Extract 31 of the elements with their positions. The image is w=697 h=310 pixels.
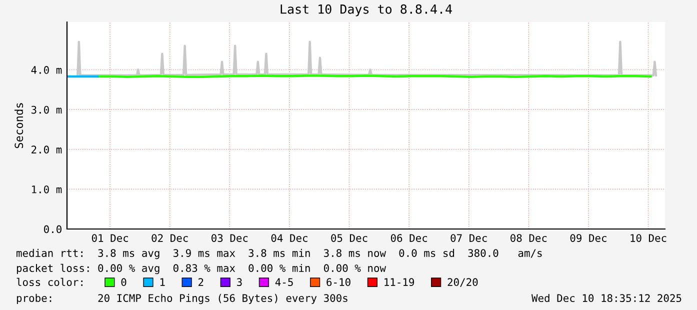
text: packet loss: 0.00 % avg 0.83 % max 0.00 % min 0.00 % now — [16, 264, 386, 274]
legend-label: 2 — [198, 278, 204, 286]
x-tick-label: 06 Dec — [390, 234, 428, 242]
y-tick-label: 2.0 m — [32, 146, 62, 154]
y-tick-label: 4.0 m — [31, 66, 62, 74]
x-tick-label: 01 Dec — [92, 234, 128, 242]
text: probe: 20 ICMP Echo Pings (56 Bytes) every 300s — [16, 294, 348, 304]
line-series — [76, 40, 658, 76]
legend-label: 1 — [160, 278, 165, 286]
legend-label: 0 — [121, 278, 126, 286]
y-axis-title: Seconds — [14, 103, 24, 148]
y-tick-label: 1.0 m — [32, 185, 62, 194]
y-tick-label: 0.0 — [44, 225, 62, 234]
x-tick-label: 05 Dec — [331, 234, 368, 242]
x-tick-label: 09 Dec — [570, 234, 606, 242]
text: Wed Dec 10 18:35:12 2025 — [531, 294, 682, 302]
x-tick-label: 08 Dec — [510, 234, 547, 242]
legend-title: loss color: — [16, 278, 82, 286]
x-tick-label: 02 Dec — [152, 234, 188, 242]
legend-label: 20/20 — [448, 278, 478, 287]
legend-label: 3 — [237, 278, 242, 286]
x-tick-label: 07 Dec — [450, 234, 487, 242]
x-tick-label: 03 Dec — [212, 234, 248, 242]
chart-title: Last 10 Days to 8.8.4.4 — [280, 4, 452, 16]
x-tick-label: 04 Dec — [271, 234, 308, 242]
x-tick-label: 10 Dec — [630, 234, 666, 242]
y-tick-label: 3.0 m — [31, 106, 62, 114]
legend-label: 11-19 — [384, 278, 414, 286]
text: median rtt: 3.8 ms avg 3.9 ms max 3.8 ms min 3.8 ms now 0.0 ms sd 380.0 am/s — [16, 248, 542, 260]
legend-label: 4-5 — [275, 278, 293, 286]
legend-label: 6-10 — [326, 278, 350, 286]
